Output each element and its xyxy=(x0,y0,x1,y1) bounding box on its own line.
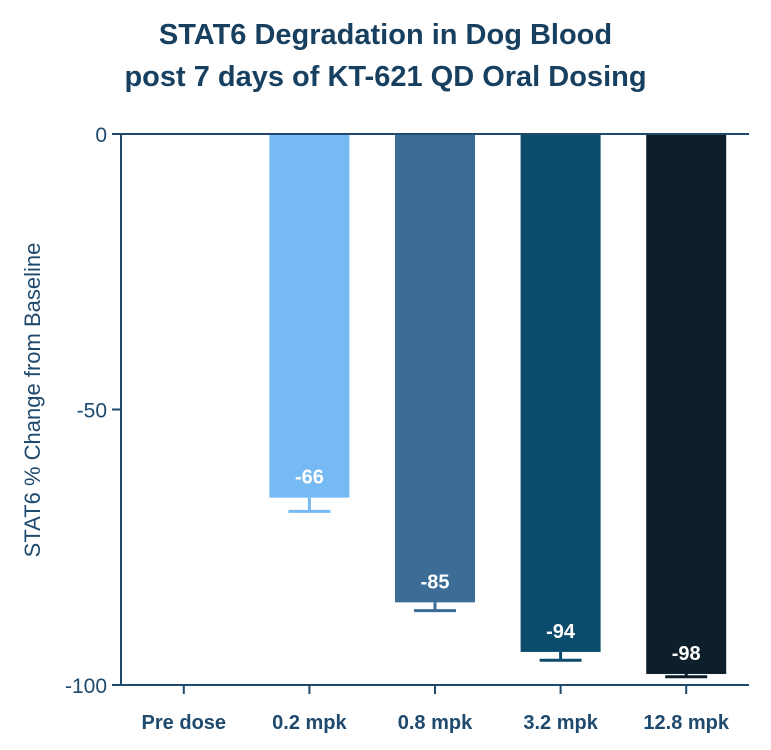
y-tick-label-2: -100 xyxy=(65,675,107,698)
category-label-1: 0.2 mpk xyxy=(272,712,347,734)
category-label-4: 12.8 mpk xyxy=(643,712,729,734)
chart-title: STAT6 Degradation in Dog Blood post 7 da… xyxy=(0,14,771,98)
bar-4 xyxy=(646,134,727,674)
bar-1 xyxy=(269,134,350,498)
y-tick-label-1: -50 xyxy=(77,400,107,423)
chart-title-line-2: post 7 days of KT-621 QD Oral Dosing xyxy=(124,61,647,93)
chart-title-line-1: STAT6 Degradation in Dog Blood xyxy=(158,19,613,51)
bar-2 xyxy=(395,134,475,603)
category-label-2: 0.8 mpk xyxy=(398,712,473,734)
y-axis-label: STAT6 % Change from Baseline xyxy=(20,243,45,558)
y-tick-label-0: 0 xyxy=(95,124,107,147)
data-label-2: -85 xyxy=(421,571,450,593)
bar-3 xyxy=(520,134,601,652)
data-label-3: -94 xyxy=(546,621,576,643)
category-label-0: Pre dose xyxy=(142,712,226,734)
data-label-4: -98 xyxy=(672,643,701,665)
data-label-1: -66 xyxy=(295,467,324,489)
category-label-3: 3.2 mpk xyxy=(523,712,598,734)
